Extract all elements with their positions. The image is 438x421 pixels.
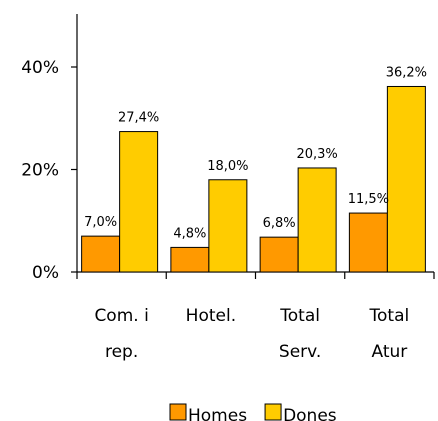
data-label: 7,0%	[84, 215, 117, 230]
x-category-label: Atur	[371, 342, 407, 362]
legend-label: Homes	[188, 406, 247, 421]
legend: Homes Dones	[169, 403, 337, 421]
bar-dones	[297, 167, 337, 273]
x-category-label: rep.	[105, 342, 138, 362]
x-category-label: Total	[279, 306, 320, 326]
legend-label: Dones	[283, 406, 337, 421]
bar-homes	[81, 235, 121, 273]
data-label: 11,5%	[348, 192, 389, 207]
x-category-label: Serv.	[279, 342, 321, 362]
data-label: 4,8%	[173, 226, 206, 241]
data-label: 36,2%	[386, 65, 427, 80]
bar-dones	[119, 131, 159, 273]
y-tick-label: 40%	[21, 58, 59, 78]
bar-homes	[170, 246, 210, 273]
x-category-label: Total	[369, 306, 410, 326]
x-category-label: Hotel.	[186, 306, 236, 326]
bars	[81, 85, 426, 273]
data-label: 6,8%	[263, 216, 296, 231]
bar-homes	[348, 212, 388, 273]
data-label: 18,0%	[207, 159, 248, 174]
legend-swatch-homes	[169, 403, 187, 421]
y-tick-label: 0%	[32, 263, 59, 283]
y-tick-label: 20%	[21, 161, 59, 181]
data-label: 27,4%	[118, 111, 159, 126]
bar-dones	[208, 179, 248, 273]
legend-swatch-dones	[264, 403, 282, 421]
bar-homes	[259, 236, 299, 273]
data-label: 20,3%	[296, 147, 337, 162]
x-category-label: Com. i	[94, 306, 148, 326]
labels: 7,0% 27,4% Com. i rep. 4,8% 18,0% Hotel. 6,8% 20…	[84, 65, 427, 362]
bar-dones	[386, 85, 426, 273]
